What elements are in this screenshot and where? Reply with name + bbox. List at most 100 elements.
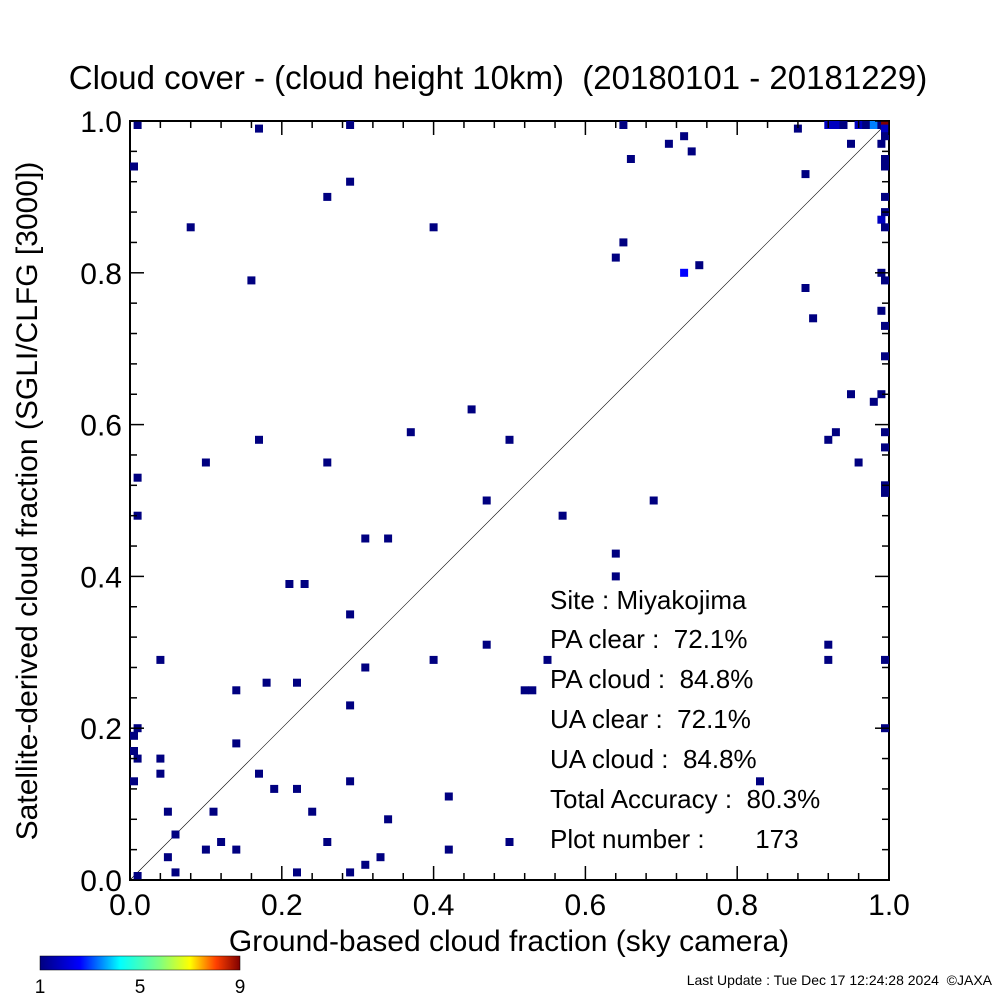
data-cell-73 — [626, 155, 635, 163]
y-tick-label-4: 0.8 — [80, 258, 122, 291]
data-cell-1 — [133, 121, 142, 129]
data-cell-42 — [133, 754, 142, 763]
pa-clear-label: PA clear : 72.1% — [550, 624, 748, 654]
data-cell-63 — [376, 853, 385, 862]
data-cell-69 — [619, 121, 628, 129]
colorbar: 1 5 9 — [35, 955, 245, 998]
data-cell-10 — [406, 428, 415, 437]
y-tick-label-0: 0.0 — [80, 865, 122, 898]
data-cell-13 — [201, 458, 210, 467]
x-tick-label-1: 0.2 — [261, 889, 303, 922]
data-cell-64 — [361, 860, 370, 869]
data-cell-55 — [171, 830, 180, 839]
data-cell-41 — [130, 747, 138, 755]
data-cell-103 — [881, 155, 889, 163]
data-cell-81 — [680, 268, 689, 277]
data-cell-20 — [361, 534, 370, 543]
data-cell-6 — [346, 177, 355, 186]
data-cell-112 — [881, 321, 889, 330]
data-cell-62 — [163, 853, 172, 862]
data-cell-39 — [130, 731, 138, 740]
data-cell-91 — [824, 655, 833, 664]
data-cell-54 — [384, 815, 393, 824]
data-cell-118 — [881, 655, 889, 664]
data-cell-111 — [877, 306, 886, 315]
plot-number-label: Plot number : 173 — [550, 824, 799, 854]
data-cell-27 — [482, 640, 491, 649]
data-cell-115 — [881, 443, 889, 452]
x-tick-label-0: 0.0 — [109, 889, 151, 922]
data-cell-78 — [619, 238, 628, 247]
data-cell-43 — [156, 754, 165, 763]
data-cell-51 — [163, 807, 172, 816]
data-cell-83 — [809, 314, 818, 323]
data-cell-25 — [611, 572, 620, 581]
data-cell-22 — [285, 580, 294, 588]
y-tick-label-5: 1.0 — [80, 106, 122, 139]
data-cell-72 — [687, 147, 696, 156]
data-cell-18 — [558, 511, 567, 520]
y-axis-label: Satellite-derived cloud fraction (SGLI/C… — [11, 162, 44, 841]
y-tick-label-1: 0.2 — [80, 713, 122, 746]
data-cell-88 — [831, 428, 840, 437]
data-cell-35 — [520, 686, 529, 695]
x-axis-label: Ground-based cloud fraction (sky camera) — [229, 925, 789, 958]
stats-annotations: Site : Miyakojima PA clear : 72.1% PA cl… — [550, 585, 820, 854]
data-cell-52 — [209, 807, 218, 816]
data-cell-44 — [156, 769, 165, 778]
data-cell-36 — [528, 686, 537, 695]
data-cell-106 — [877, 215, 886, 224]
data-cell-80 — [695, 261, 704, 270]
colorbar-label-mid: 5 — [135, 977, 146, 998]
x-tick-label-3: 0.6 — [565, 889, 607, 922]
data-cell-15 — [133, 473, 142, 482]
ua-clear-label: UA clear : 72.1% — [550, 704, 751, 734]
data-cell-5 — [323, 192, 332, 201]
data-cell-79 — [611, 253, 620, 262]
data-cell-76 — [877, 139, 886, 148]
data-cell-57 — [323, 838, 332, 846]
data-cell-82 — [801, 284, 810, 292]
data-cell-68 — [133, 872, 142, 880]
data-cell-94 — [831, 121, 840, 129]
data-cell-98 — [869, 121, 878, 129]
data-cell-48 — [270, 784, 279, 793]
data-cell-86 — [877, 390, 886, 399]
data-cell-0 — [130, 162, 138, 171]
y-tick-label-2: 0.4 — [80, 561, 122, 594]
data-cell-60 — [232, 845, 241, 854]
x-tick-label-4: 0.8 — [716, 889, 758, 922]
data-cell-92 — [756, 777, 764, 786]
data-cell-90 — [824, 640, 833, 649]
data-cell-46 — [130, 777, 138, 786]
axis-ticks: 0.0 0.2 0.4 0.6 0.8 1.0 0.0 0.2 0.4 0.6 0.8 1.0 — [80, 106, 910, 922]
data-cell-77 — [801, 170, 810, 179]
data-cell-14 — [323, 458, 332, 467]
data-cell-12 — [255, 435, 263, 444]
data-cell-67 — [346, 868, 355, 877]
data-cell-89 — [854, 458, 863, 467]
data-cell-32 — [262, 678, 271, 687]
data-cell-37 — [346, 701, 355, 710]
data-cell-95 — [839, 121, 848, 129]
data-cell-85 — [869, 397, 878, 406]
data-cell-28 — [156, 655, 165, 664]
data-cell-114 — [881, 428, 889, 437]
x-tick-label-5: 1.0 — [868, 889, 910, 922]
data-cell-87 — [824, 435, 833, 444]
data-cell-75 — [847, 139, 855, 148]
data-cell-24 — [611, 549, 620, 558]
data-cell-34 — [232, 686, 241, 695]
data-cell-66 — [293, 868, 301, 877]
data-cell-59 — [201, 845, 210, 854]
total-accuracy-label: Total Accuracy : 80.3% — [550, 784, 820, 814]
data-cell-49 — [293, 784, 301, 793]
data-cell-31 — [361, 663, 370, 672]
data-cell-71 — [664, 139, 673, 148]
plot-frame — [129, 120, 890, 881]
site-label: Site : Miyakojima — [550, 585, 747, 615]
x-tick-label-2: 0.4 — [413, 889, 455, 922]
data-cell-33 — [293, 678, 301, 687]
data-cell-105 — [881, 192, 889, 201]
footer-update: Last Update : Tue Dec 17 12:24:28 2024 ©… — [687, 972, 993, 988]
